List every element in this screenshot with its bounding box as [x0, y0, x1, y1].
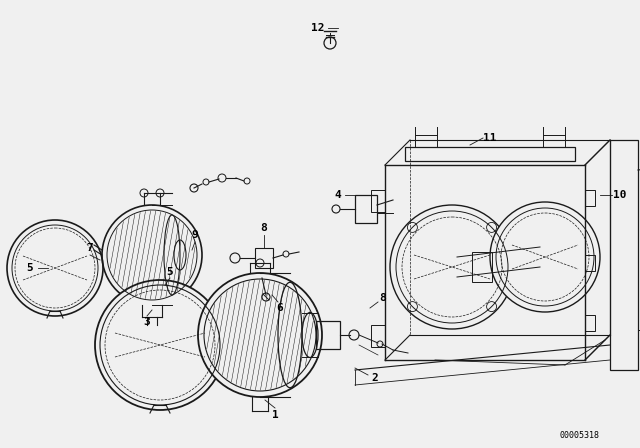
Text: 00005318: 00005318: [560, 431, 600, 439]
Text: 7: 7: [86, 243, 93, 253]
Text: 11: 11: [483, 133, 497, 143]
Bar: [415, 135, 437, 147]
Circle shape: [102, 205, 202, 305]
Text: 6: 6: [276, 303, 284, 313]
Text: 12: 12: [311, 23, 324, 33]
Text: 5: 5: [166, 267, 173, 277]
Bar: [316, 321, 340, 349]
Bar: [543, 135, 565, 147]
Text: 8: 8: [380, 293, 387, 303]
Bar: [371, 190, 385, 212]
Bar: [405, 147, 575, 161]
Text: 1: 1: [271, 410, 278, 420]
Bar: [355, 195, 377, 223]
Bar: [255, 248, 273, 268]
Bar: [371, 325, 385, 347]
Text: 3: 3: [143, 317, 150, 327]
Text: 9: 9: [191, 230, 198, 240]
Bar: [585, 190, 595, 206]
Text: 2: 2: [372, 373, 378, 383]
Circle shape: [490, 202, 600, 312]
Circle shape: [390, 205, 514, 329]
Circle shape: [95, 280, 225, 410]
Bar: [585, 315, 595, 331]
Text: 10: 10: [613, 190, 627, 200]
Text: 4: 4: [335, 190, 341, 200]
Bar: [610, 140, 638, 370]
Text: 8: 8: [260, 223, 268, 233]
Bar: [472, 252, 492, 282]
Text: 5: 5: [27, 263, 33, 273]
Circle shape: [198, 273, 322, 397]
Bar: [585, 255, 595, 271]
